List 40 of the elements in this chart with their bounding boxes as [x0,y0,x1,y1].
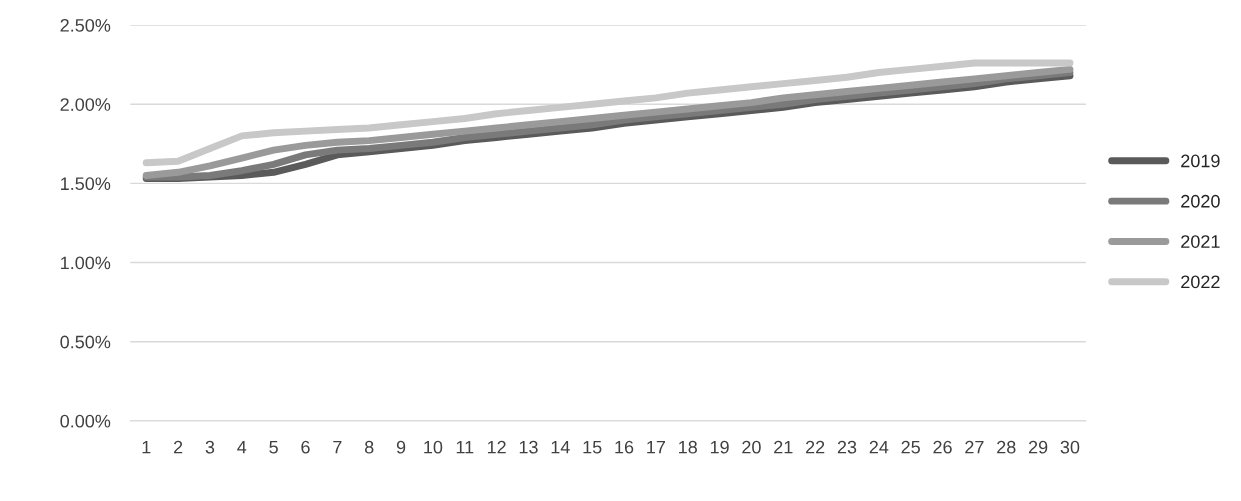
y-tick-label: 0.00% [60,414,111,428]
y-tick-label: 0.50% [60,335,111,349]
x-tick-label: 25 [901,440,920,454]
x-tick-label: 16 [615,440,634,454]
x-tick-label: 12 [487,440,506,454]
x-tick-label: 22 [806,440,825,454]
x-tick-label: 27 [965,440,984,454]
x-tick-label: 18 [679,440,697,454]
x-tick-label: 23 [837,440,857,454]
x-tick-label: 20 [742,440,761,454]
y-tick-label: 2.50% [60,18,111,32]
legend-label: 2022 [1181,275,1220,289]
x-tick-label: 21 [774,440,793,454]
legend-label: 2021 [1181,235,1220,248]
x-tick-label: 6 [301,440,310,454]
legend-label: 2019 [1181,154,1220,168]
x-tick-label: 26 [933,440,952,454]
x-tick-label: 15 [583,440,602,454]
x-tick-label: 24 [869,440,889,454]
x-tick-label: 28 [997,440,1016,454]
x-tick-label: 30 [1060,440,1080,454]
x-tick-label: 17 [647,440,665,454]
legend-label: 2020 [1181,194,1220,208]
x-tick-label: 8 [364,440,374,454]
x-tick-label: 13 [519,440,538,454]
y-tick-label: 1.00% [61,256,111,270]
x-tick-label: 2 [173,440,183,454]
x-tick-label: 9 [396,440,406,454]
x-tick-label: 29 [1028,440,1048,454]
x-tick-label: 5 [269,440,278,454]
x-tick-label: 3 [205,440,215,454]
x-tick-label: 1 [142,440,151,454]
x-tick-label: 4 [237,440,247,454]
y-tick-label: 1.50% [61,177,111,191]
x-tick-label: 11 [456,440,474,454]
x-tick-label: 10 [424,440,443,454]
y-tick-label: 2.00% [60,98,111,111]
x-tick-label: 14 [551,440,570,454]
x-tick-label: 19 [710,440,729,454]
x-tick-label: 7 [333,440,342,454]
